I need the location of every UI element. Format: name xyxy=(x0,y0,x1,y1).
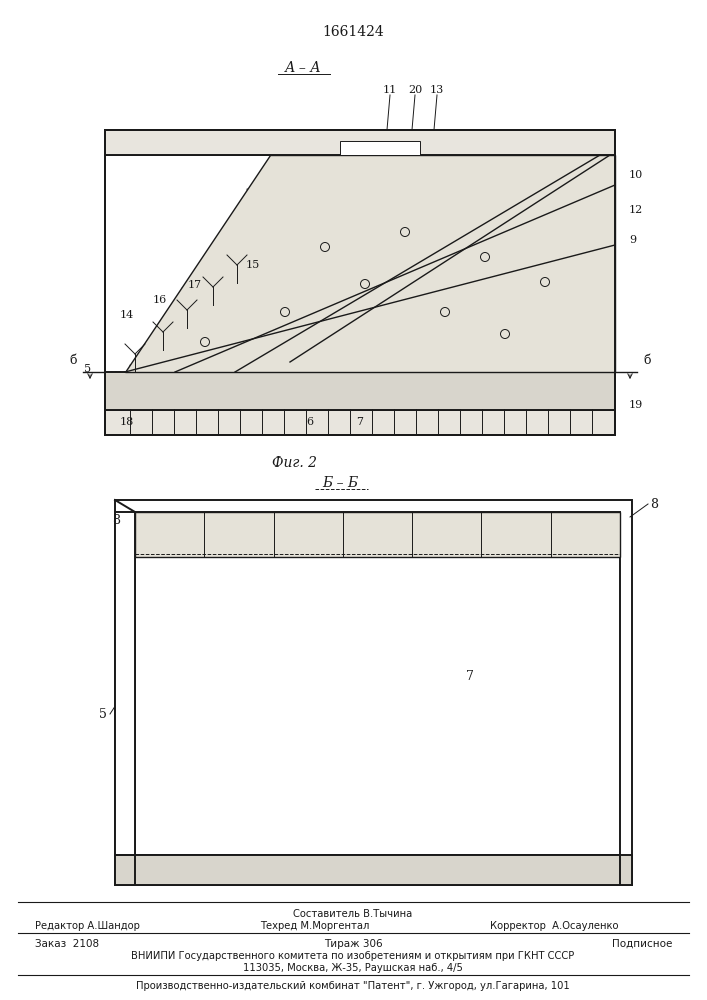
Text: Редактор А.Шандор: Редактор А.Шандор xyxy=(35,921,140,931)
Text: 19: 19 xyxy=(629,400,643,410)
Text: 113035, Москва, Ж-35, Раушская наб., 4/5: 113035, Москва, Ж-35, Раушская наб., 4/5 xyxy=(243,963,463,973)
Text: б: б xyxy=(643,354,650,367)
Text: 1661424: 1661424 xyxy=(322,25,384,39)
Text: Тираж 306: Тираж 306 xyxy=(324,939,382,949)
Text: 15: 15 xyxy=(246,260,260,270)
Bar xyxy=(340,141,420,155)
Text: 7: 7 xyxy=(356,417,363,427)
Bar xyxy=(105,130,615,435)
Text: 5: 5 xyxy=(84,364,91,374)
Text: Фиг. 3: Фиг. 3 xyxy=(330,871,375,885)
Text: 12: 12 xyxy=(629,205,643,215)
Text: Заказ  2108: Заказ 2108 xyxy=(35,939,99,949)
Bar xyxy=(115,500,632,885)
Text: Фиг. 2: Фиг. 2 xyxy=(272,456,317,470)
Text: Б – Б: Б – Б xyxy=(322,476,358,490)
Text: 17: 17 xyxy=(188,280,202,290)
Text: б: б xyxy=(69,354,77,367)
Text: 18: 18 xyxy=(120,417,134,427)
Text: Составитель В.Тычина: Составитель В.Тычина xyxy=(293,909,413,919)
Text: А – А: А – А xyxy=(285,61,322,75)
Bar xyxy=(105,372,615,410)
Text: Корректор  А.Осауленко: Корректор А.Осауленко xyxy=(490,921,619,931)
Text: 20: 20 xyxy=(408,85,422,95)
Text: 16: 16 xyxy=(153,295,167,305)
Text: 5: 5 xyxy=(99,708,107,720)
Text: 8: 8 xyxy=(650,497,658,510)
Bar xyxy=(105,130,615,155)
Bar xyxy=(135,855,620,885)
Text: 13: 13 xyxy=(430,85,444,95)
Bar xyxy=(105,410,615,435)
Text: Производственно-издательский комбинат "Патент", г. Ужгород, ул.Гагарина, 101: Производственно-издательский комбинат "П… xyxy=(136,981,570,991)
Text: Подписное: Подписное xyxy=(612,939,672,949)
Text: 7: 7 xyxy=(466,670,474,682)
Text: 9: 9 xyxy=(629,235,636,245)
Text: Техред М.Моргентал: Техред М.Моргентал xyxy=(260,921,369,931)
Text: 11: 11 xyxy=(383,85,397,95)
Bar xyxy=(105,155,615,410)
Text: 10: 10 xyxy=(629,170,643,180)
Text: 6: 6 xyxy=(306,417,314,427)
Bar xyxy=(135,512,620,557)
Polygon shape xyxy=(125,155,615,372)
Bar xyxy=(135,512,620,855)
Text: ВНИИПИ Государственного комитета по изобретениям и открытиям при ГКНТ СССР: ВНИИПИ Государственного комитета по изоб… xyxy=(132,951,575,961)
Bar xyxy=(115,855,632,885)
Bar xyxy=(115,512,135,855)
Text: 8: 8 xyxy=(112,514,120,526)
Text: 14: 14 xyxy=(120,310,134,320)
